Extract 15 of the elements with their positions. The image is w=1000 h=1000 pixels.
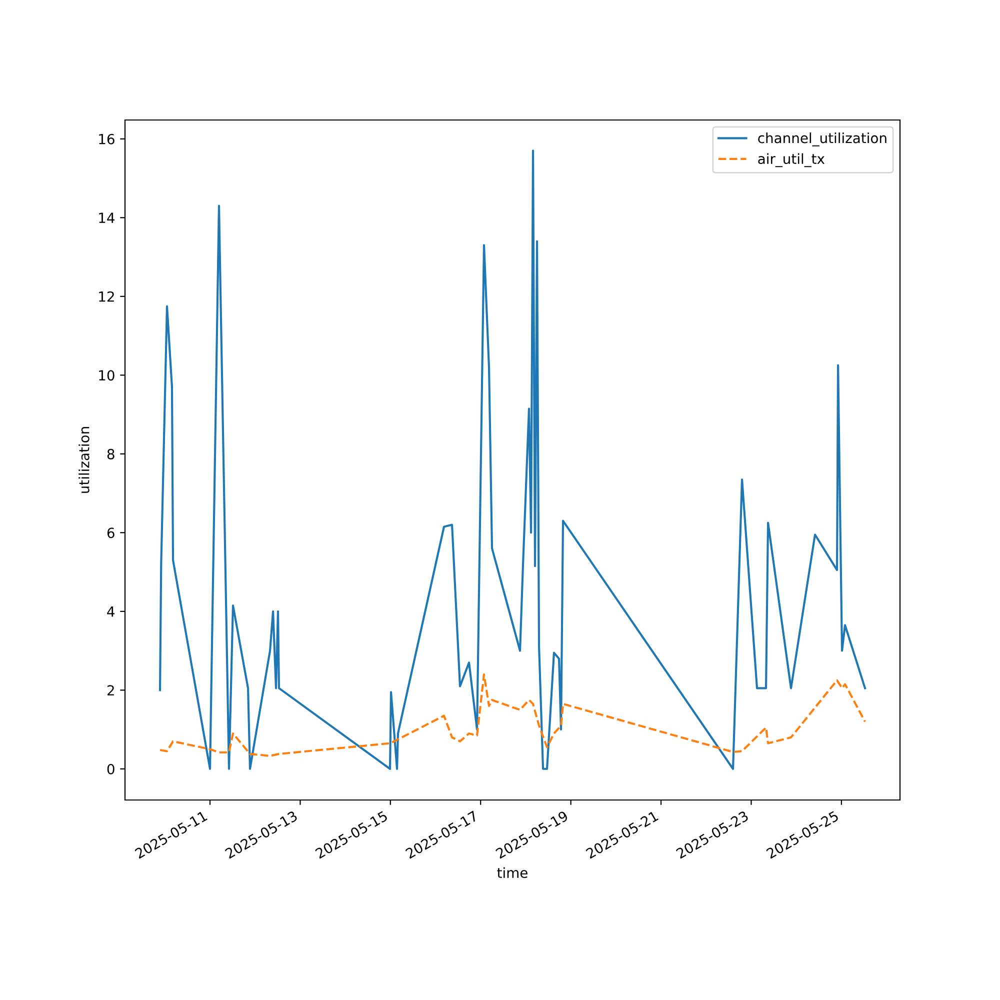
- y-tick-label: 16: [99, 134, 114, 144]
- y-tick-label: 10: [99, 370, 114, 381]
- y-tick-label: 8: [107, 448, 114, 460]
- y-tick-label: 2: [107, 685, 114, 696]
- y-tick-label: 12: [99, 291, 114, 302]
- line-series: [158, 673, 866, 757]
- y-axis-title: utilization: [78, 427, 90, 493]
- y-tick-label: 6: [107, 528, 114, 538]
- line-series: [158, 150, 866, 770]
- legend-label: air_util_tx: [758, 153, 825, 168]
- y-tick-label: 0: [107, 764, 114, 774]
- y-tick-label: 4: [107, 606, 114, 617]
- y-tick-label: 14: [99, 212, 114, 223]
- x-axis-title: time: [497, 867, 528, 878]
- legend-label: channel_utilization: [758, 132, 886, 146]
